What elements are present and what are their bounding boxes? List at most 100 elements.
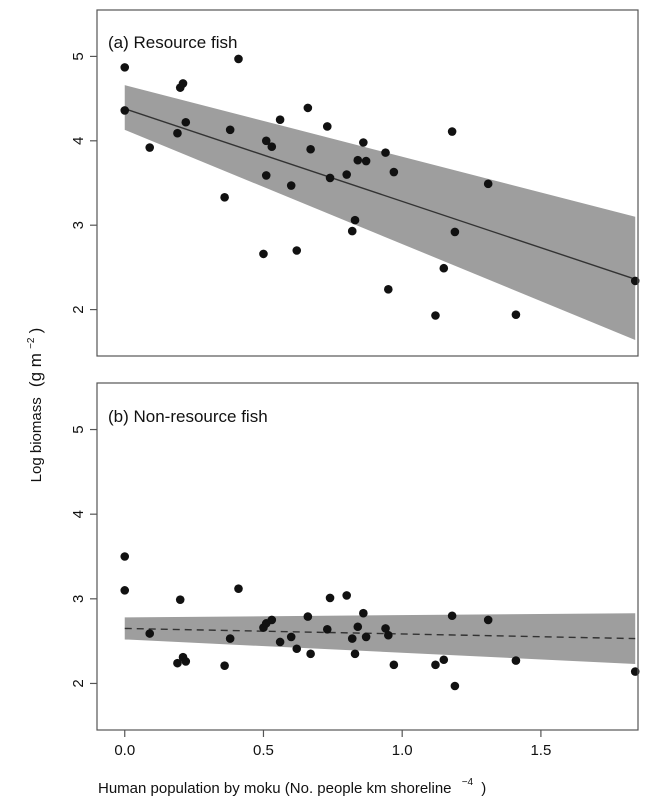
data-point (145, 143, 155, 152)
data-point (347, 226, 357, 236)
data-point (178, 79, 188, 88)
plot-frame (96, 9, 639, 357)
data-point (306, 144, 315, 154)
y-tick-label: 3 (70, 595, 87, 603)
data-point (450, 227, 460, 237)
data-point (483, 615, 493, 625)
y-axis: 2 3 4 5 (70, 52, 97, 314)
data-point (325, 593, 335, 603)
y-axis-label-unit: (g m (26, 353, 45, 387)
data-point (303, 103, 313, 113)
data-point (447, 127, 457, 136)
confidence-band (124, 613, 636, 664)
x-axis-label-main: Human population by moku (No. people km … (98, 780, 452, 797)
data-point (350, 649, 360, 659)
data-point (511, 656, 521, 665)
panel-title: (b) Non-resource fish (108, 407, 268, 426)
data-point (292, 246, 302, 255)
data-point (359, 138, 368, 147)
data-point (347, 634, 357, 643)
data-point (350, 215, 360, 225)
data-point (361, 632, 371, 642)
y-tick-label: 2 (70, 679, 87, 687)
data-point (450, 681, 460, 691)
data-point (220, 193, 229, 202)
panel-title: (a) Resource fish (108, 33, 237, 52)
data-point (175, 595, 185, 604)
data-point (322, 624, 332, 634)
data-point (220, 661, 229, 670)
data-point (483, 179, 493, 189)
data-point (322, 122, 332, 131)
confidence-band-area (124, 613, 636, 664)
data-point (267, 615, 277, 625)
data-point (342, 591, 351, 600)
data-point (630, 276, 640, 286)
y-axis-label-main: Log biomass (28, 397, 45, 482)
data-point (431, 311, 440, 320)
y-axis-label-exponent: −2 (26, 337, 37, 349)
x-axis-label-close: ) (481, 780, 486, 797)
data-point (181, 657, 191, 666)
data-point (292, 644, 302, 654)
data-point (439, 655, 449, 665)
data-point (120, 552, 130, 561)
y-tick-label: 5 (70, 52, 87, 60)
y-axis-label: Log biomass (g m −2 ) (21, 328, 45, 483)
data-point (173, 128, 182, 138)
data-point (381, 148, 390, 157)
data-point (286, 181, 296, 190)
data-point (511, 310, 521, 319)
data-point (353, 622, 363, 632)
data-points (120, 552, 640, 691)
data-point (361, 156, 371, 166)
x-axis-label: Human population by moku (No. people km … (98, 772, 486, 797)
data-point (384, 285, 393, 294)
confidence-band (124, 85, 636, 340)
data-point (381, 624, 390, 633)
data-point (389, 167, 399, 177)
fit-line (124, 627, 636, 640)
panel-resource-fish: 2 3 4 5 (a) Resource fish (70, 9, 640, 357)
data-point (275, 637, 285, 647)
data-point (389, 660, 399, 670)
data-point (145, 629, 155, 638)
data-points (120, 54, 640, 320)
plot-frame (96, 382, 639, 731)
y-tick-label: 5 (70, 425, 87, 433)
y-tick-label: 3 (70, 221, 87, 229)
y-tick-label: 4 (70, 510, 87, 518)
panel-non-resource-fish: 2 3 4 5 0.0 0.5 1.0 1.5 (b) Non-resource fish (70, 382, 640, 759)
y-axis-label-close: ) (26, 328, 45, 334)
data-point (325, 173, 335, 183)
data-point (181, 117, 191, 127)
data-point (259, 249, 268, 259)
confidence-band-area (124, 85, 636, 340)
y-axis: 2 3 4 5 (70, 425, 97, 688)
data-point (267, 142, 277, 152)
y-tick-label: 2 (70, 305, 87, 313)
data-point (303, 612, 313, 621)
data-point (275, 115, 285, 125)
data-point (286, 632, 296, 642)
y-tick-label: 4 (70, 137, 87, 145)
x-axis: 0.0 0.5 1.0 1.5 (114, 730, 551, 759)
x-tick-label: 0.5 (253, 742, 274, 759)
data-point (359, 608, 368, 618)
data-point (261, 136, 271, 146)
data-point (120, 63, 130, 72)
x-axis-label-exponent: −4 (462, 777, 474, 788)
fit-line (124, 108, 636, 280)
data-point (173, 658, 182, 668)
data-point (261, 171, 271, 180)
data-point (120, 106, 130, 115)
data-point (234, 54, 243, 64)
regression-line (124, 627, 636, 640)
data-point (431, 660, 440, 670)
x-tick-label: 1.5 (530, 742, 551, 759)
data-point (225, 125, 235, 135)
data-point (384, 630, 393, 640)
x-tick-label: 1.0 (392, 742, 413, 759)
data-point (439, 263, 449, 273)
regression-line (124, 108, 636, 280)
